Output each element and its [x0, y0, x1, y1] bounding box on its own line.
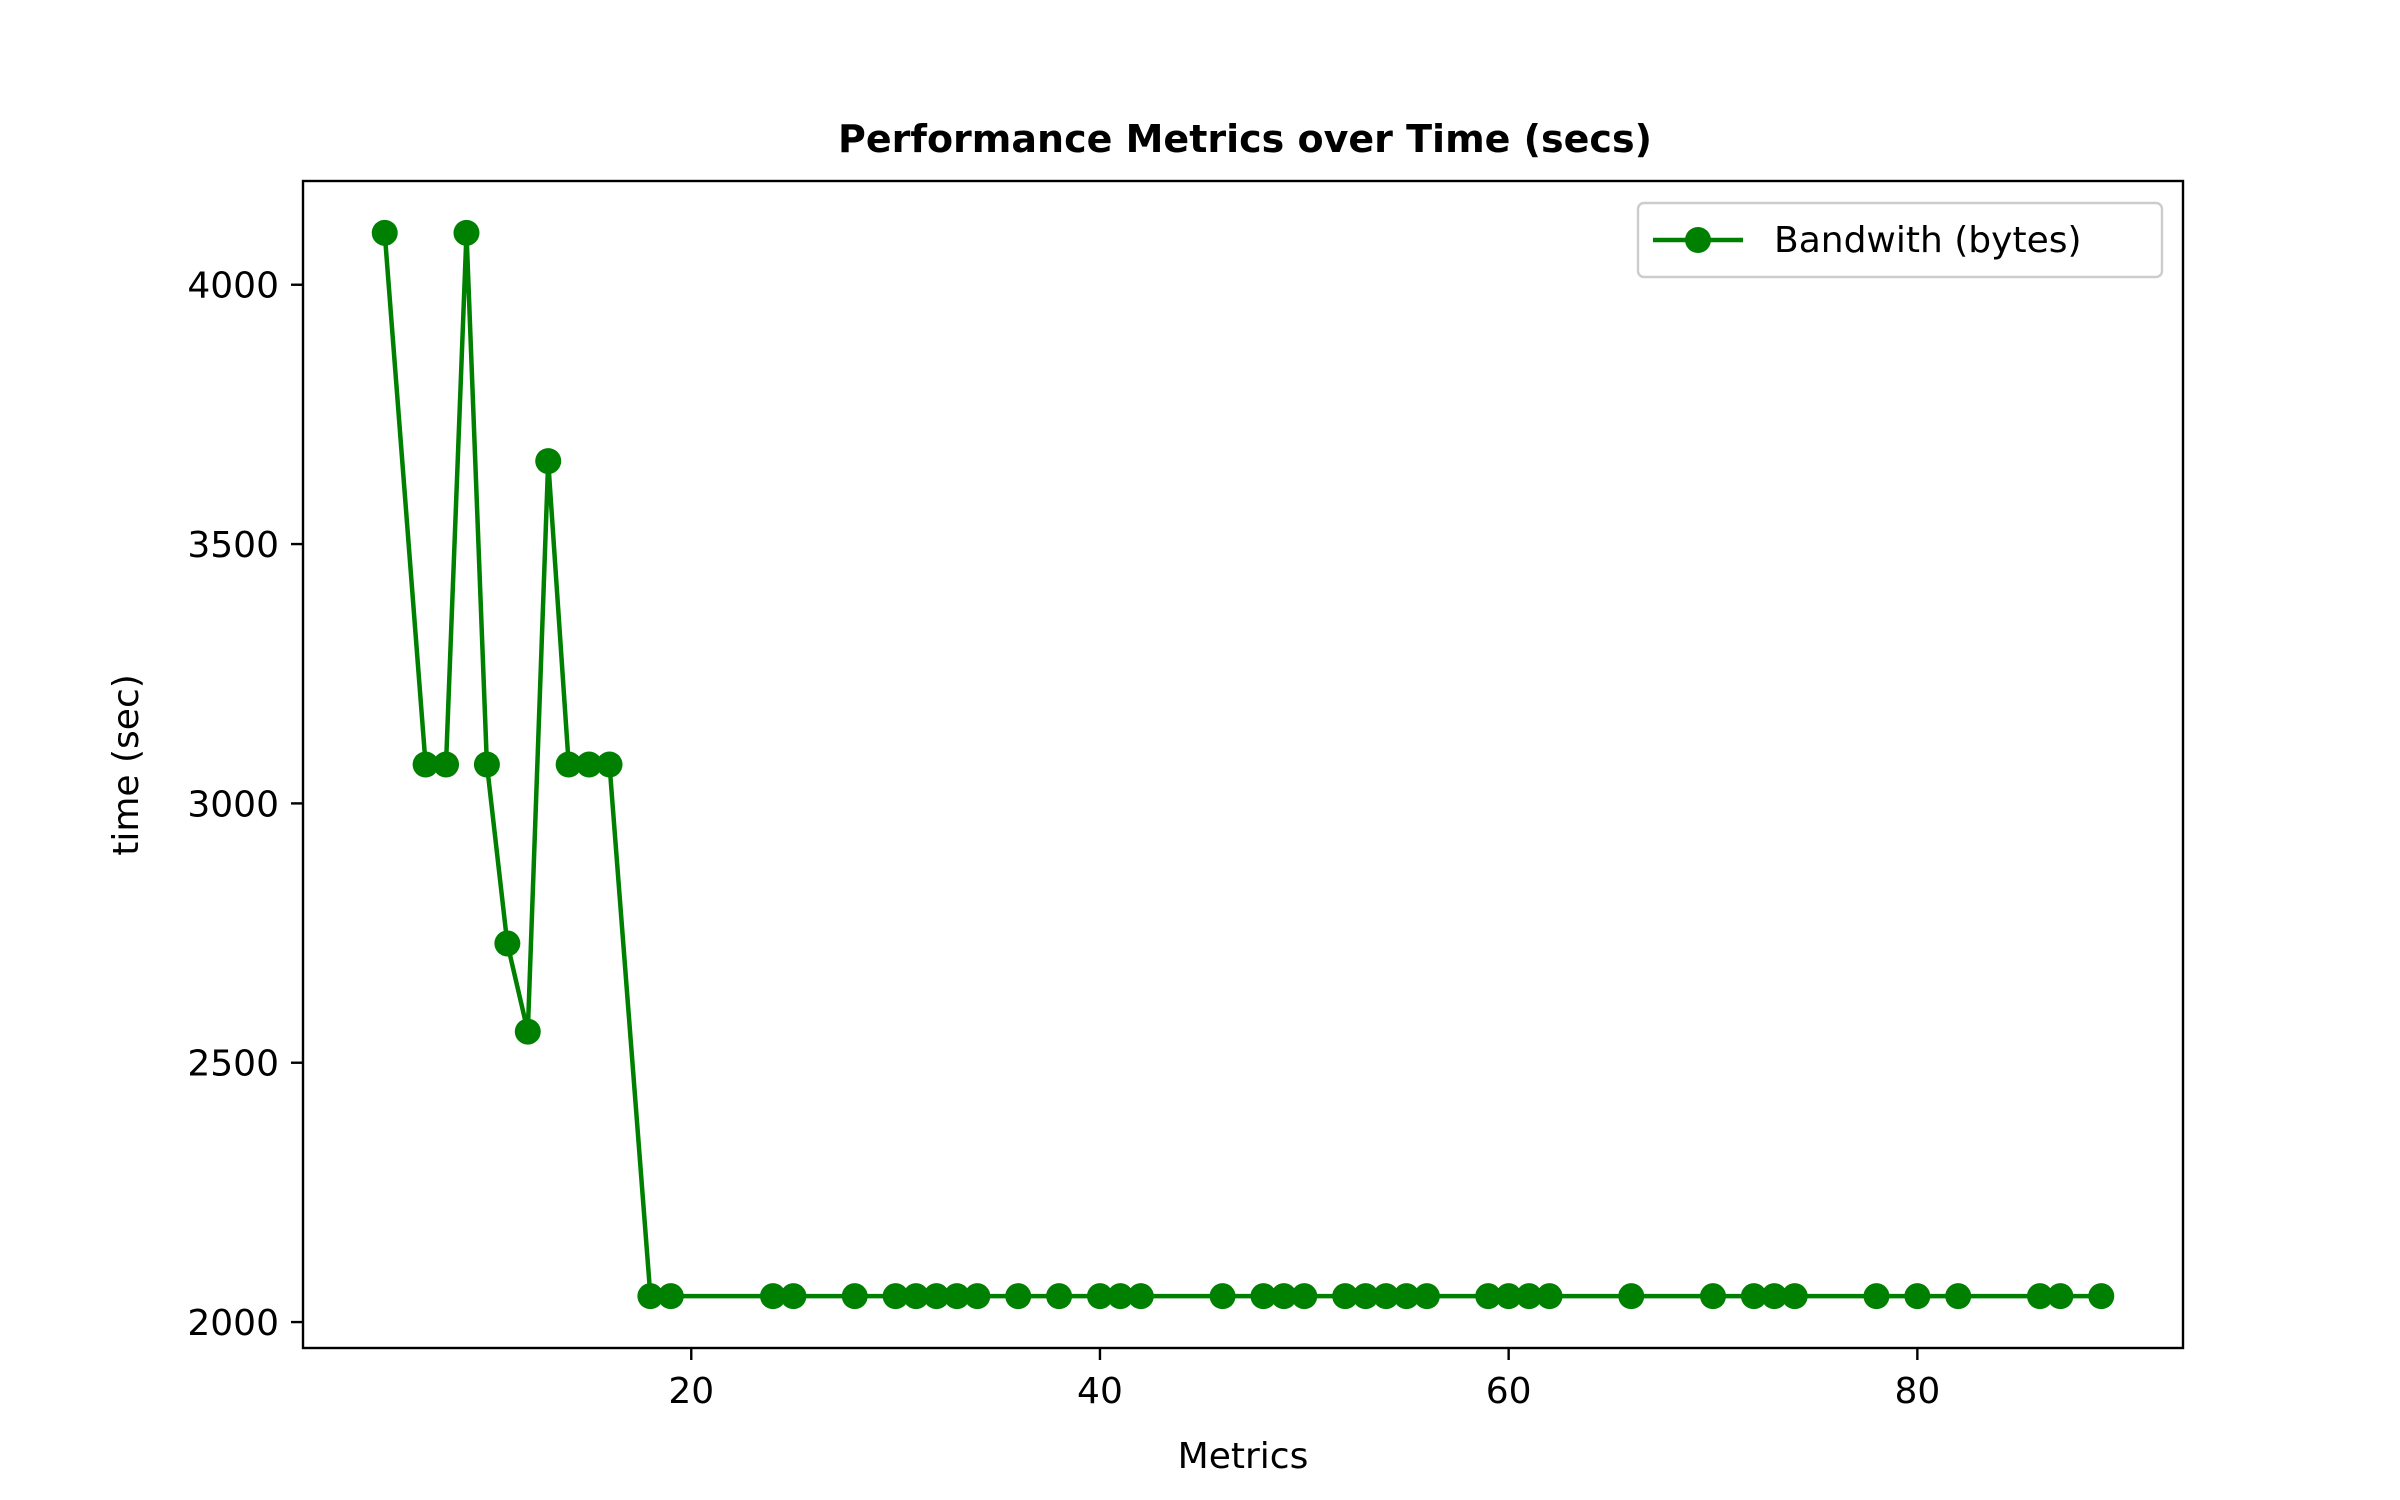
x-tick-label: 80: [1894, 1371, 1940, 1412]
data-point: [1740, 1283, 1767, 1310]
data-point: [1332, 1283, 1359, 1310]
x-tick-label: 60: [1486, 1371, 1532, 1412]
data-point: [2088, 1283, 2115, 1310]
y-tick-label: 3000: [187, 784, 279, 825]
data-point: [2047, 1283, 2074, 1310]
data-point: [514, 1018, 541, 1045]
x-tick-label: 40: [1077, 1371, 1123, 1412]
y-axis-label: time (sec): [106, 674, 147, 856]
data-point: [1700, 1283, 1726, 1310]
data-point: [473, 751, 500, 778]
data-point: [1393, 1283, 1420, 1310]
data-point: [964, 1283, 991, 1310]
axes-frame: [301, 179, 2185, 1350]
data-point: [412, 751, 439, 778]
data-point: [1475, 1283, 1502, 1310]
data-point: [555, 751, 582, 778]
legend-marker-sample: [1685, 227, 1711, 253]
data-point: [2026, 1283, 2053, 1310]
data-point: [1005, 1283, 1032, 1310]
data-point: [882, 1283, 909, 1310]
data-point: [1863, 1283, 1890, 1310]
data-point: [780, 1283, 807, 1310]
data-point: [1904, 1283, 1931, 1310]
data-point: [453, 219, 480, 246]
data-point: [576, 751, 603, 778]
y-axis-ticks: 2000 2500 3000 3500 4000: [187, 266, 303, 1344]
data-point: [637, 1283, 664, 1310]
data-point: [1107, 1283, 1134, 1310]
x-tick-label: 20: [668, 1371, 714, 1412]
data-point: [371, 219, 398, 246]
data-point: [1618, 1283, 1645, 1310]
data-point: [1945, 1283, 1972, 1310]
legend-frame: [1636, 201, 2164, 279]
data-point: [1209, 1283, 1236, 1310]
data-point: [841, 1283, 868, 1310]
data-point: [1516, 1283, 1543, 1310]
data-point: [903, 1283, 930, 1310]
data-point: [1291, 1283, 1318, 1310]
chart-title: Performance Metrics over Time (secs): [838, 117, 1652, 161]
y-tick-label: 4000: [187, 266, 279, 307]
data-point: [1536, 1283, 1563, 1310]
data-point: [1046, 1283, 1073, 1310]
series-layer: [371, 219, 2115, 1310]
data-point: [1086, 1283, 1113, 1310]
data-point: [433, 751, 460, 778]
y-tick-label: 2000: [187, 1303, 279, 1344]
data-point: [657, 1283, 684, 1310]
data-point: [943, 1283, 970, 1310]
data-point: [1127, 1283, 1154, 1310]
data-point: [494, 930, 521, 957]
plot-area: [301, 179, 2185, 1350]
y-tick-label: 3500: [187, 525, 279, 566]
data-point: [1495, 1283, 1522, 1310]
data-point: [596, 751, 623, 778]
data-point: [760, 1283, 786, 1310]
legend: Bandwith (bytes): [1636, 201, 2164, 279]
legend-entry-label: Bandwith (bytes): [1774, 220, 2082, 261]
data-point: [1373, 1283, 1400, 1310]
x-axis-label: Metrics: [1178, 1436, 1309, 1477]
data-point: [1761, 1283, 1788, 1310]
data-point: [1270, 1283, 1297, 1310]
data-point: [1250, 1283, 1277, 1310]
x-axis-ticks: 20 40 60 80: [668, 1348, 1940, 1412]
data-point: [1413, 1283, 1440, 1310]
y-tick-label: 2500: [187, 1044, 279, 1085]
data-point: [1352, 1283, 1379, 1310]
data-point: [535, 448, 562, 475]
data-point: [1781, 1283, 1808, 1310]
data-point: [923, 1283, 950, 1310]
